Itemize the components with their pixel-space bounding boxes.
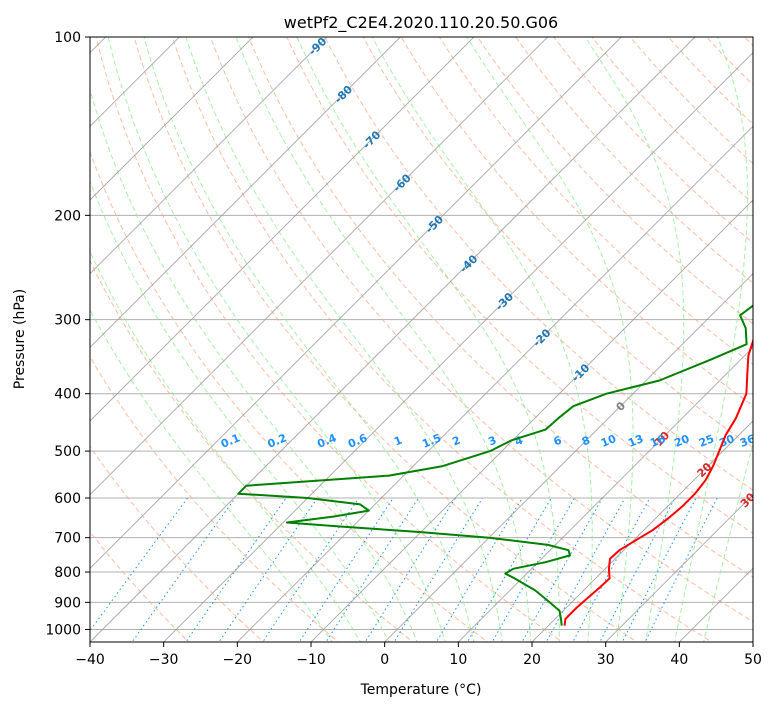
isotherm-line	[604, 493, 753, 642]
mixing-ratio-line	[393, 497, 483, 642]
mixing-ratio-label: 3	[486, 434, 498, 449]
y-tick-label: 900	[54, 595, 81, 611]
mixing-ratio-label: 13	[626, 432, 645, 450]
y-tick-label: 600	[54, 491, 81, 507]
y-tick-label: 400	[54, 387, 81, 403]
mixing-ratio-line	[185, 497, 287, 642]
mixing-ratio-label: 8	[580, 434, 592, 449]
dry-adiabat-line	[515, 37, 753, 284]
x-axis-label: Temperature (°C)	[360, 682, 482, 698]
y-tick-label: 500	[54, 444, 81, 460]
dry-adiabat-line	[400, 37, 753, 407]
y-tick-label: 700	[54, 531, 81, 547]
moist-adiabat-line	[90, 308, 333, 642]
moist-adiabat-line	[371, 37, 593, 642]
isotherm-line	[90, 37, 696, 642]
mixing-ratio-line	[435, 497, 523, 642]
x-tick-label: −40	[75, 652, 105, 668]
isotherm-line	[90, 37, 623, 570]
dry-adiabat-line	[133, 37, 638, 642]
mixing-ratio-line	[466, 497, 552, 642]
mixing-ratio-line	[131, 497, 236, 642]
dry-adiabat-line	[591, 37, 753, 204]
x-tick-label: 50	[744, 652, 762, 668]
isotherm-line	[90, 37, 328, 275]
mixing-ratio-line	[218, 497, 318, 642]
dry-adiabat-line	[324, 37, 753, 491]
y-axis-label: Pressure (hPa)	[12, 289, 28, 389]
dry-adiabat-line	[248, 37, 753, 578]
isotherm-line	[90, 37, 475, 422]
mixing-ratio-label: 10	[599, 432, 618, 450]
dry-adiabat-line	[362, 37, 753, 449]
isotherm-line	[383, 272, 753, 642]
isotherm-line	[236, 125, 753, 642]
axes: −40 −30 −20 −10 0 10 20 30 40 50 100 200 300 400 500 60…	[45, 30, 762, 668]
dry-adiabat-line	[90, 445, 265, 642]
isotherm-line	[457, 346, 753, 642]
y-tick-label: 300	[54, 313, 81, 329]
isotherm-line	[310, 199, 753, 642]
sounding-traces	[237, 304, 753, 626]
moist-adiabat-line	[185, 37, 503, 642]
moist-adiabat-line	[143, 37, 475, 642]
x-tick-label: 40	[670, 652, 688, 668]
dry-adiabat-line	[95, 37, 564, 642]
isotherm-line	[90, 37, 254, 201]
mixing-ratio-label: 1	[392, 434, 404, 449]
x-tick-label: −20	[223, 652, 253, 668]
moist-adiabat-line	[296, 37, 560, 642]
mixing-ratio-label: 25	[697, 432, 716, 450]
x-tick-label: −30	[149, 652, 179, 668]
y-tick-label: 100	[54, 30, 81, 46]
moist-adiabat-line	[466, 37, 634, 642]
mixing-ratio-line	[262, 497, 360, 642]
x-tick-label: 30	[597, 652, 615, 668]
mixing-ratio-line	[572, 497, 651, 642]
x-tick-label: −10	[296, 652, 326, 668]
moist-adiabat-line	[107, 37, 447, 642]
mixing-ratio-line	[298, 497, 394, 642]
dry-adiabat-line	[90, 531, 190, 642]
mixing-ratio-label: 36	[738, 432, 757, 450]
isotherm-line	[162, 51, 753, 642]
moist-adiabat-line	[584, 37, 685, 642]
dry-adiabat-line	[286, 37, 753, 534]
mixing-ratio-label: 16	[648, 432, 667, 450]
mixing-ratio-line	[325, 497, 419, 642]
moist-adiabat-line	[235, 37, 532, 642]
y-tick-label: 200	[54, 208, 81, 224]
y-tick-label: 800	[54, 565, 81, 581]
moist-adiabat-line	[90, 250, 362, 642]
mixing-ratio-line	[545, 497, 626, 642]
dry-adiabat-line	[90, 259, 414, 642]
moist-adiabat-line	[703, 441, 753, 642]
dry-adiabat-line	[171, 37, 713, 642]
dry-adiabat-line	[90, 150, 489, 642]
isotherm-line	[90, 37, 402, 349]
mixing-ratio-line	[364, 497, 456, 642]
moist-adiabat-line	[674, 37, 748, 642]
temperature-profile-line	[563, 337, 753, 626]
mixing-ratio-label: 20	[672, 432, 691, 450]
dewpoint-profile-line	[237, 304, 753, 626]
y-tick-label: 1000	[45, 622, 81, 638]
moist-adiabat-line	[90, 180, 390, 642]
background-lines	[90, 37, 753, 642]
dry-adiabat-line	[476, 37, 753, 325]
mixing-ratio-line	[90, 497, 189, 632]
isotherm-line	[90, 37, 549, 496]
x-tick-label: 10	[449, 652, 467, 668]
x-tick-label: 0	[380, 652, 389, 668]
dry-adiabat-line	[209, 37, 753, 623]
mixing-ratio-line	[491, 497, 575, 642]
plot-frame	[89, 36, 754, 643]
mixing-ratio-label: 2	[450, 434, 462, 449]
x-tick-label: 20	[523, 652, 541, 668]
chart-title: wetPf2_C2E4.2020.110.20.50.G06	[284, 13, 558, 33]
